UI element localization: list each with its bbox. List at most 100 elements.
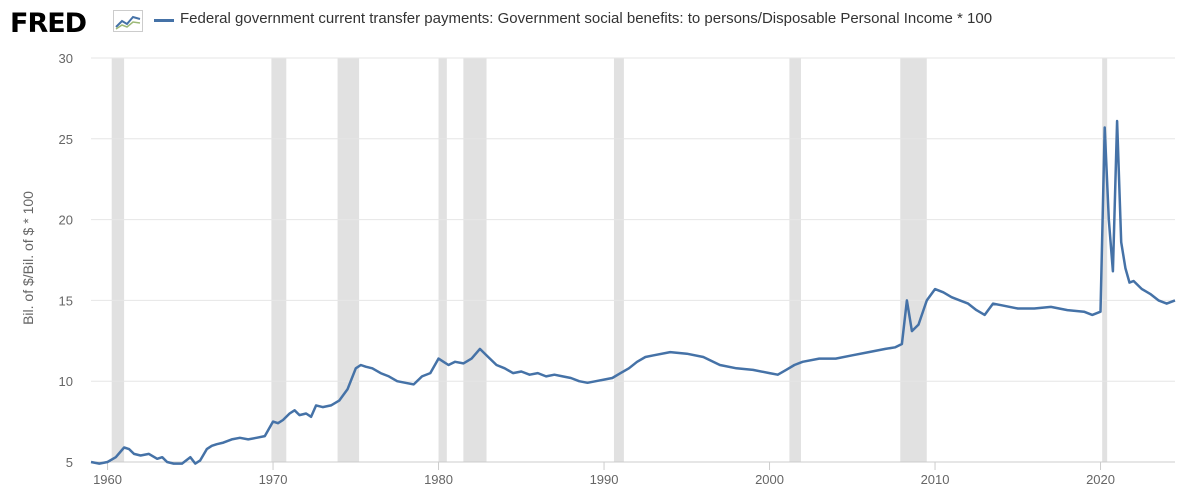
data-point[interactable]: [353, 365, 359, 371]
data-point[interactable]: [345, 386, 351, 392]
data-point[interactable]: [651, 352, 657, 358]
data-point[interactable]: [667, 349, 673, 355]
data-point[interactable]: [402, 380, 408, 386]
data-point[interactable]: [510, 370, 516, 376]
data-point[interactable]: [642, 354, 648, 360]
data-point[interactable]: [892, 344, 898, 350]
data-point[interactable]: [146, 451, 152, 457]
data-point[interactable]: [445, 362, 451, 368]
data-point[interactable]: [982, 312, 988, 318]
data-point[interactable]: [568, 375, 574, 381]
data-point[interactable]: [1102, 124, 1108, 130]
data-point[interactable]: [187, 454, 193, 460]
data-point[interactable]: [783, 367, 789, 373]
data-point[interactable]: [220, 440, 226, 446]
data-point[interactable]: [1155, 297, 1161, 303]
data-point[interactable]: [280, 417, 286, 423]
data-point[interactable]: [634, 359, 640, 365]
data-point[interactable]: [684, 351, 690, 357]
data-point[interactable]: [159, 454, 165, 460]
data-point[interactable]: [214, 441, 220, 447]
data-point[interactable]: [1015, 305, 1021, 311]
data-point[interactable]: [593, 378, 599, 384]
data-point[interactable]: [915, 322, 921, 328]
data-point[interactable]: [899, 341, 905, 347]
legend-label[interactable]: Federal government current transfer paym…: [180, 10, 993, 27]
data-point[interactable]: [237, 435, 243, 441]
data-point[interactable]: [245, 436, 251, 442]
data-point[interactable]: [816, 356, 822, 362]
data-point[interactable]: [126, 446, 132, 452]
data-point[interactable]: [287, 411, 293, 417]
data-point[interactable]: [904, 297, 910, 303]
data-point[interactable]: [750, 367, 756, 373]
data-point[interactable]: [179, 461, 185, 467]
data-point[interactable]: [833, 356, 839, 362]
data-point[interactable]: [297, 412, 303, 418]
data-point[interactable]: [96, 461, 102, 467]
data-point[interactable]: [1114, 118, 1120, 124]
data-point[interactable]: [427, 370, 433, 376]
series-line-0[interactable]: [90, 119, 1176, 465]
data-point[interactable]: [791, 362, 797, 368]
data-point[interactable]: [320, 404, 326, 410]
data-point[interactable]: [292, 407, 298, 413]
data-point[interactable]: [717, 362, 723, 368]
data-point[interactable]: [1081, 309, 1087, 315]
data-point[interactable]: [1118, 239, 1124, 245]
data-point[interactable]: [924, 297, 930, 303]
data-point[interactable]: [767, 370, 773, 376]
data-point[interactable]: [700, 354, 706, 360]
data-point[interactable]: [452, 359, 458, 365]
data-point[interactable]: [113, 454, 119, 460]
data-point[interactable]: [411, 381, 417, 387]
data-point[interactable]: [800, 359, 806, 365]
data-point[interactable]: [1048, 304, 1054, 310]
data-point[interactable]: [940, 289, 946, 295]
data-point[interactable]: [965, 301, 971, 307]
data-point[interactable]: [949, 294, 955, 300]
data-point[interactable]: [1139, 286, 1145, 292]
data-point[interactable]: [932, 286, 938, 292]
data-point[interactable]: [1089, 312, 1095, 318]
data-point[interactable]: [1147, 291, 1153, 297]
data-point[interactable]: [973, 307, 979, 313]
data-point[interactable]: [386, 373, 392, 379]
data-point[interactable]: [518, 369, 524, 375]
data-point[interactable]: [204, 446, 210, 452]
data-point[interactable]: [493, 362, 499, 368]
data-point[interactable]: [998, 302, 1004, 308]
data-point[interactable]: [469, 356, 475, 362]
data-point[interactable]: [1131, 278, 1137, 284]
data-point[interactable]: [477, 346, 483, 352]
data-point[interactable]: [275, 420, 281, 426]
data-point[interactable]: [1031, 305, 1037, 311]
data-point[interactable]: [441, 359, 447, 365]
data-point[interactable]: [1098, 309, 1104, 315]
data-point[interactable]: [990, 301, 996, 307]
data-point[interactable]: [1164, 301, 1170, 307]
data-point[interactable]: [394, 378, 400, 384]
data-point[interactable]: [601, 377, 607, 383]
data-point[interactable]: [1064, 307, 1070, 313]
data-point[interactable]: [171, 461, 177, 467]
data-point[interactable]: [105, 459, 111, 465]
data-point[interactable]: [535, 370, 541, 376]
data-point[interactable]: [229, 436, 235, 442]
data-point[interactable]: [253, 435, 259, 441]
data-point[interactable]: [1106, 217, 1112, 223]
data-point[interactable]: [262, 433, 268, 439]
data-point[interactable]: [560, 373, 566, 379]
data-point[interactable]: [138, 453, 144, 459]
data-point[interactable]: [336, 398, 342, 404]
data-point[interactable]: [313, 402, 319, 408]
data-point[interactable]: [527, 372, 533, 378]
data-point[interactable]: [576, 378, 582, 384]
data-point[interactable]: [1122, 265, 1128, 271]
data-point[interactable]: [1110, 268, 1116, 274]
data-point[interactable]: [626, 365, 632, 371]
data-point[interactable]: [197, 457, 203, 463]
data-point[interactable]: [849, 352, 855, 358]
data-point[interactable]: [543, 373, 549, 379]
